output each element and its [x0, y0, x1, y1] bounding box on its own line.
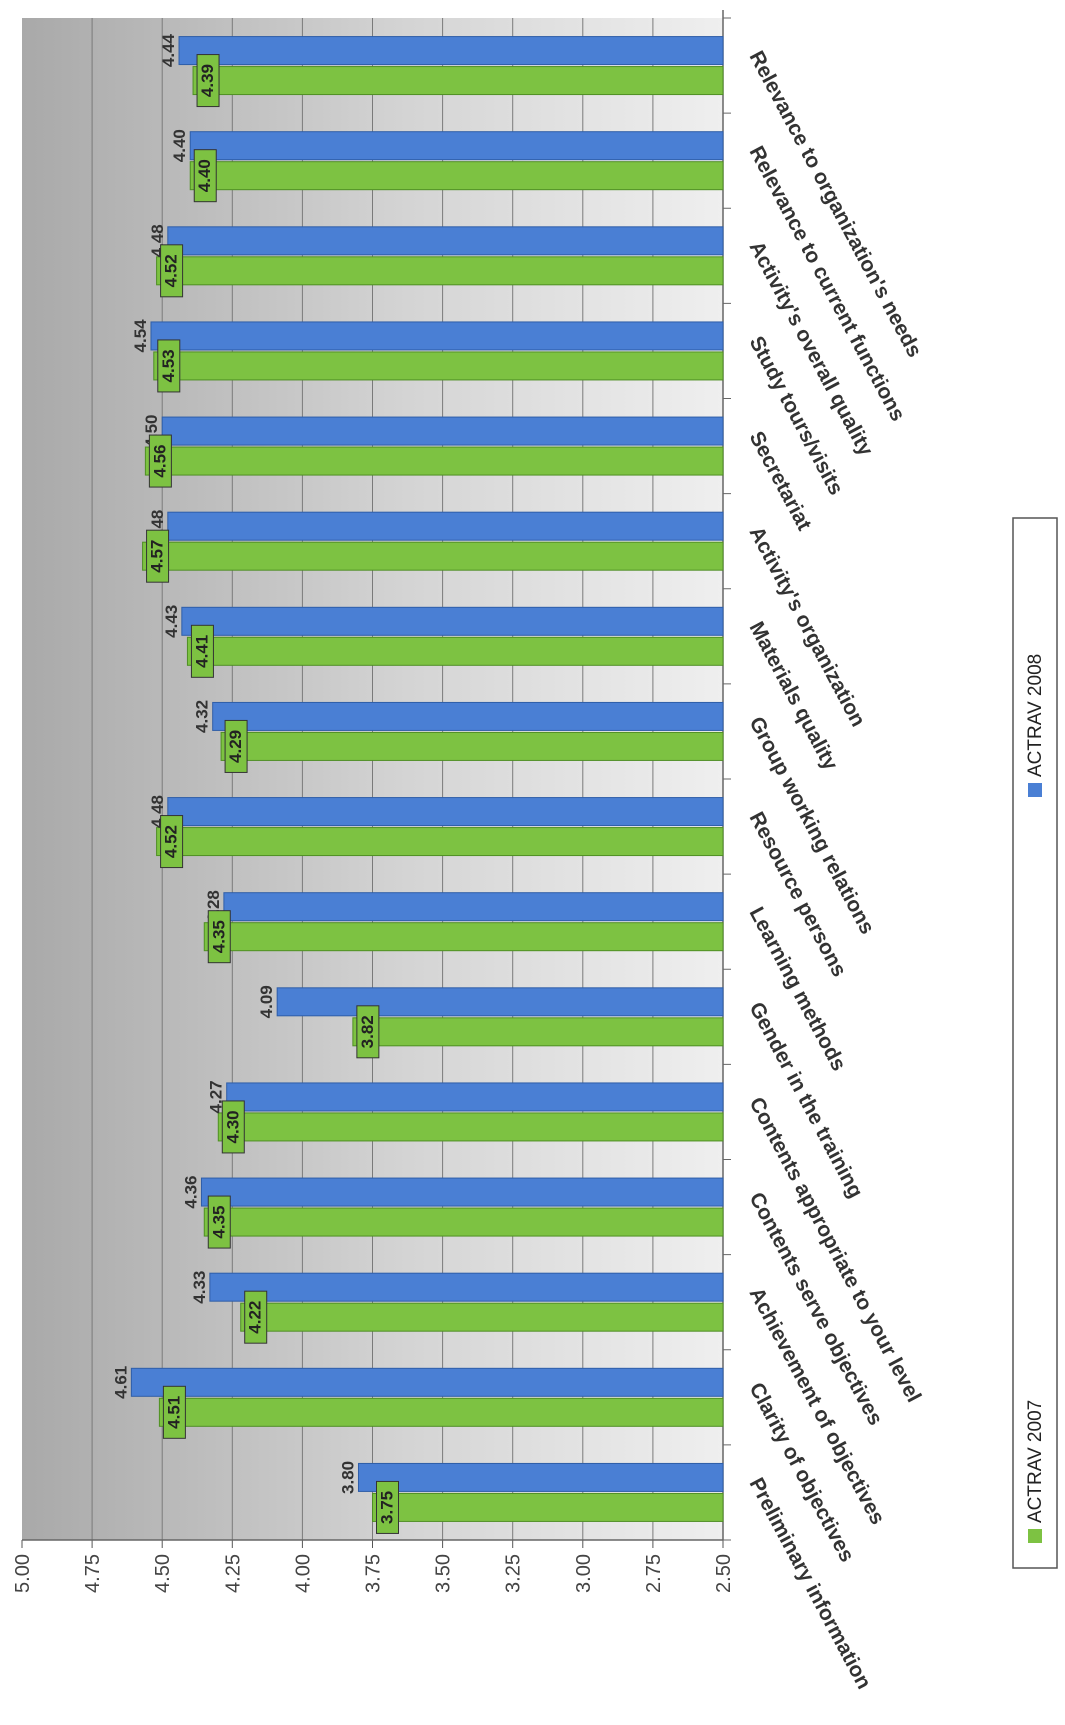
data-label-2008: 4.54: [131, 319, 150, 353]
bar-2008: [167, 797, 724, 827]
category-label: Learning methods: [745, 903, 851, 1075]
data-label-2007: 4.35: [209, 1206, 228, 1239]
bar-2007: [189, 161, 724, 191]
tick-label: 3.50: [433, 1554, 455, 1593]
bar-2008: [189, 131, 724, 161]
data-label-2007: 4.53: [159, 349, 178, 382]
tick-label: 3.00: [573, 1554, 595, 1593]
bar-2007: [142, 541, 724, 571]
bar-2008: [209, 1272, 724, 1302]
bar-2008: [200, 1177, 724, 1207]
data-label-box-2007: [207, 1195, 231, 1249]
bar-2007: [203, 922, 724, 952]
tick-label: 4.75: [82, 1554, 104, 1593]
data-label-2008: 4.44: [159, 33, 178, 67]
data-label-box-2007: [221, 1100, 245, 1154]
tick-label: 2.75: [643, 1554, 665, 1593]
bar-2008: [161, 416, 724, 446]
bar-2008: [178, 36, 724, 66]
data-label-box-2007: [193, 149, 217, 203]
legend-label-2008: ACTRAV 2008: [1025, 654, 1046, 777]
data-label-box-2007: [196, 54, 220, 108]
data-label-2007: 4.30: [223, 1110, 242, 1143]
tick-label: 3.75: [363, 1554, 385, 1593]
data-label-box-2007: [244, 1290, 268, 1344]
data-label-2008: 4.09: [257, 985, 276, 1018]
data-label-box-2007: [376, 1480, 399, 1534]
bar-2008: [226, 1082, 724, 1112]
bar-2008: [130, 1367, 724, 1397]
bar-2007: [352, 1017, 724, 1047]
data-label-box-2007: [356, 1005, 380, 1059]
data-label-2007: 3.75: [378, 1491, 397, 1524]
category-label: Resource persons: [745, 808, 851, 981]
data-label-2007: 4.35: [209, 920, 228, 953]
tick-label: 3.25: [503, 1554, 525, 1593]
bar-2008: [212, 701, 724, 731]
bar-2008: [357, 1462, 724, 1492]
data-label-box-2007: [162, 1385, 186, 1439]
bar-2008: [167, 226, 724, 256]
bar-2007: [156, 827, 724, 857]
bar-2008: [150, 321, 724, 351]
data-label-2008: 4.27: [207, 1080, 226, 1113]
bar-2007: [372, 1492, 724, 1522]
bar-2007: [203, 1207, 724, 1237]
bar-2007: [220, 731, 724, 761]
legend: ACTRAV 2007 ACTRAV 2008: [1012, 517, 1058, 1569]
data-label-2007: 4.39: [198, 64, 217, 97]
data-label-box-2007: [146, 529, 170, 583]
bar-2008: [181, 606, 724, 636]
data-label-2008: 4.36: [181, 1176, 200, 1209]
data-label-2007: 4.40: [195, 159, 214, 192]
bar-2008: [223, 892, 724, 922]
bar-2007: [153, 351, 724, 381]
data-label-box-2007: [148, 434, 172, 488]
data-label-box-2007: [224, 719, 248, 773]
tick-label: 4.25: [222, 1554, 244, 1593]
data-label-2007: 4.57: [148, 540, 167, 573]
tick-label: 4.50: [152, 1554, 174, 1593]
data-label-box-2007: [160, 244, 184, 298]
data-label-2007: 4.56: [150, 445, 169, 478]
data-label-2007: 3.82: [358, 1015, 377, 1048]
legend-label-2007: ACTRAV 2007: [1025, 1400, 1046, 1523]
data-label-box-2007: [190, 624, 214, 678]
bar-2008: [276, 987, 724, 1017]
bar-2007: [186, 636, 724, 666]
legend-swatch-2007: [1028, 1529, 1042, 1543]
bar-2007: [240, 1302, 724, 1332]
category-label: Study tours/visits: [745, 332, 848, 498]
data-label-2008: 4.43: [162, 605, 181, 638]
data-label-2007: 4.52: [162, 825, 181, 858]
data-label-2007: 4.29: [226, 730, 245, 763]
data-label-box-2007: [157, 339, 181, 393]
data-label-2007: 4.51: [164, 1396, 183, 1429]
data-label-2007: 4.41: [192, 635, 211, 668]
data-label-2008: 4.33: [190, 1271, 209, 1304]
tick-label: 4.00: [292, 1554, 314, 1593]
bar-2007: [192, 66, 724, 96]
data-label-box-2007: [207, 910, 231, 964]
bar-2007: [217, 1112, 724, 1142]
bar-2008: [167, 511, 724, 541]
tick-label: 5.00: [12, 1554, 34, 1593]
bar-2007: [158, 1397, 724, 1427]
bar-2007: [144, 446, 724, 476]
bar-2007: [156, 256, 724, 286]
legend-swatch-2008: [1028, 783, 1042, 797]
data-label-2008: 3.80: [338, 1461, 357, 1494]
data-label-2007: 4.52: [162, 254, 181, 287]
data-label-2007: 4.22: [246, 1301, 265, 1334]
data-label-box-2007: [160, 815, 184, 869]
data-label-2008: 4.61: [111, 1366, 130, 1399]
data-label-2008: 4.40: [170, 129, 189, 162]
data-label-2008: 4.32: [193, 700, 212, 733]
tick-label: 2.50: [713, 1554, 735, 1593]
